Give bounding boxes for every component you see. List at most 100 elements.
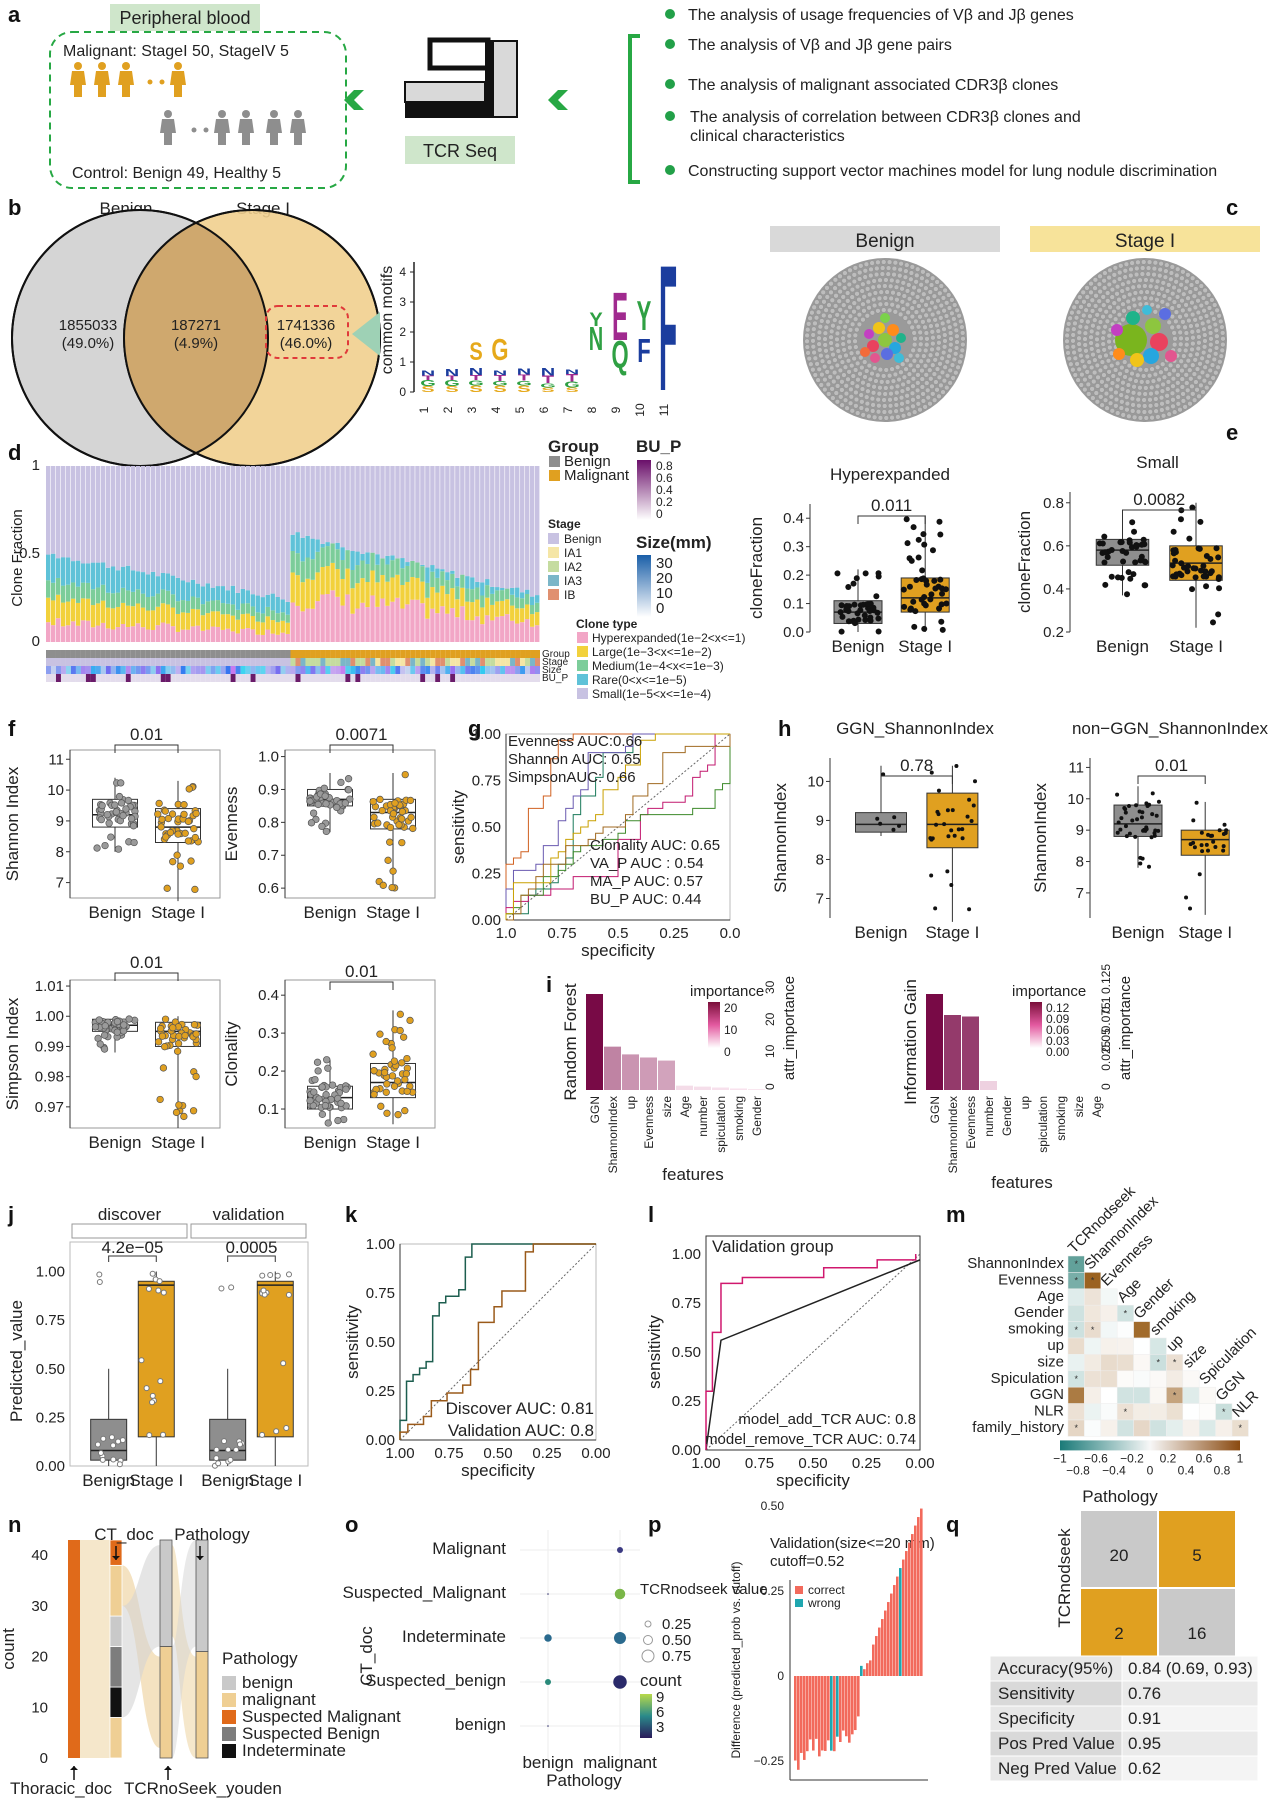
i-legend-tick: 0.09 [1046, 1012, 1070, 1026]
point [910, 524, 917, 531]
clone-bar-seg [425, 582, 430, 598]
clone-bar-seg [475, 587, 480, 600]
d-row-label: Stage [542, 657, 569, 668]
panel-letter-j: j [7, 1202, 14, 1227]
corr-cell [1182, 1419, 1200, 1437]
clone-bar-seg [255, 621, 260, 635]
point [1221, 848, 1226, 853]
arrow-icon [548, 90, 568, 110]
clone-bar-seg [390, 466, 395, 556]
confusion-value: 2 [1114, 1624, 1123, 1643]
corr-cell [1182, 1403, 1200, 1421]
corr-cell [1198, 1403, 1216, 1421]
xtick: Benign [304, 903, 357, 922]
corr-col-label: up [1163, 1331, 1187, 1355]
tcr-seq-label: TCR Seq [423, 141, 497, 161]
clone-bar-seg [445, 613, 450, 642]
point [1099, 540, 1106, 547]
clone-bar-seg [355, 608, 360, 642]
ytick: 0.6 [258, 880, 279, 897]
point [949, 828, 954, 833]
point [398, 808, 406, 816]
panel-d: Clone Fraction 00.51 GroupStageSizeBU_P … [9, 437, 745, 701]
xtick: Stage I [151, 903, 205, 922]
clone-bar-seg [50, 582, 56, 601]
corr-cell [1116, 1354, 1134, 1372]
point [1172, 546, 1179, 553]
legend-group-malignant: Malignant [564, 467, 630, 484]
clone-bar-seg [375, 606, 380, 642]
clone-bar-seg [125, 590, 131, 606]
point [838, 628, 845, 635]
clone-bar-seg [175, 631, 181, 642]
clone-bar-seg [310, 466, 315, 539]
clone-bar-seg [160, 466, 166, 573]
clone-bar-seg [140, 572, 146, 594]
ytick: 0.7 [258, 847, 279, 864]
logo-letter: N [589, 320, 603, 358]
clone-bar-seg [350, 466, 355, 552]
panel-letter-o: o [345, 1512, 358, 1537]
xtick: Benign [201, 1471, 254, 1490]
clone-bar-seg [375, 582, 380, 607]
clone-bar-seg [150, 629, 156, 642]
importance-bar [748, 1089, 765, 1090]
venn-left-pct: (49.0%) [62, 335, 115, 352]
d-ytick: 0 [32, 633, 40, 650]
ytick: 0.00 [672, 1442, 701, 1459]
roc-legend: Validation AUC: 0.8 [448, 1421, 594, 1440]
clone-bar-seg [235, 592, 241, 610]
xtick: Benign [89, 1133, 142, 1152]
point [854, 610, 861, 617]
point [1197, 518, 1204, 525]
o-row-label: Malignant [432, 1539, 506, 1558]
point [949, 882, 954, 887]
clone-bar-seg [70, 582, 76, 599]
clone-bar-seg [530, 596, 535, 606]
point [945, 869, 950, 874]
i-legend-tick: 0.12 [1046, 1001, 1070, 1015]
legend-stage: IA1 [564, 546, 582, 560]
clone-bar-seg [100, 622, 106, 642]
point [280, 1360, 287, 1367]
point [1137, 557, 1144, 564]
clone-bar-seg [195, 625, 201, 642]
point [190, 1021, 199, 1029]
clone-bar-seg [505, 599, 510, 615]
o-legend-title2: count [640, 1671, 682, 1690]
point [1215, 554, 1222, 561]
point [874, 609, 881, 616]
point [906, 583, 913, 590]
clone-bar-seg [400, 558, 405, 569]
panel-i: Random Forest GGN ShannonIndex up Evenness si… [561, 964, 1134, 1192]
clone-bar-seg [265, 629, 270, 642]
ylabel: ShannonIndex [771, 783, 790, 893]
venn-mid-count: 187271 [171, 317, 221, 334]
clone-bar-seg [405, 565, 410, 582]
xlabel: specificity [581, 941, 655, 960]
corr-cell [1133, 1354, 1151, 1372]
point [321, 1101, 330, 1110]
point [839, 613, 846, 620]
corr-cell [1084, 1419, 1102, 1437]
xtick: Benign [832, 637, 885, 656]
confusion-value: 5 [1192, 1546, 1201, 1565]
point [935, 809, 940, 814]
clone-bar-seg [105, 628, 111, 642]
clone-bar-seg [125, 626, 131, 642]
q-ylabel: TCRnodseek [1055, 1528, 1074, 1628]
point [1120, 558, 1127, 565]
axis-label: CT_doc [94, 1525, 154, 1544]
clone-bar-seg [110, 566, 116, 594]
xtick: Benign [82, 1471, 135, 1490]
diff-bar [881, 1619, 884, 1676]
metric-value: 0.84 (0.69, 0.93) [1128, 1659, 1253, 1678]
clone-bar-seg [490, 620, 495, 642]
point [936, 605, 943, 612]
clone-bar-seg [65, 584, 71, 602]
clone-bar-seg [525, 604, 530, 620]
clone-bar-seg [515, 587, 520, 598]
ytick: 0.00 [36, 1458, 65, 1475]
diff-bar [818, 1676, 821, 1757]
metric-label: Sensitivity [998, 1684, 1075, 1703]
